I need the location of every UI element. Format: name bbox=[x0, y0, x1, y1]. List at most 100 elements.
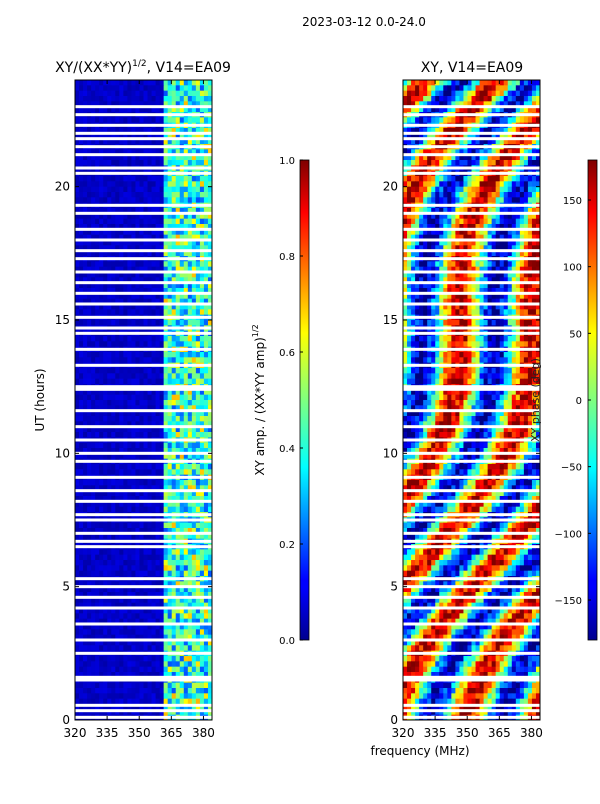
amplitude-heatmap-cell bbox=[156, 160, 161, 166]
amplitude-heatmap-cell bbox=[184, 416, 189, 422]
amplitude-heatmap-cell bbox=[95, 629, 100, 635]
amplitude-heatmap-cell bbox=[79, 309, 84, 315]
amplitude-heatmap-cell bbox=[83, 688, 88, 694]
phase-heatmap-cell bbox=[427, 160, 432, 166]
amplitude-heatmap-cell bbox=[99, 357, 104, 363]
phase-heatmap-cell bbox=[451, 96, 456, 102]
amplitude-heatmap-cell bbox=[139, 571, 144, 577]
amplitude-heatmap-cell bbox=[87, 91, 92, 97]
amplitude-heatmap-cell bbox=[188, 219, 193, 225]
amplitude-heatmap-cell bbox=[180, 416, 185, 422]
phase-heatmap-cell bbox=[447, 80, 452, 86]
amplitude-heatmap-cell bbox=[176, 160, 181, 166]
amplitude-heatmap-cell bbox=[123, 80, 128, 86]
amplitude-heatmap-cell bbox=[196, 571, 201, 577]
amplitude-heatmap-cell bbox=[75, 560, 80, 566]
phase-heatmap-cell bbox=[411, 197, 416, 203]
amplitude-heatmap-cell bbox=[176, 379, 181, 385]
amplitude-heatmap-cell bbox=[180, 645, 185, 651]
amplitude-heatmap-cell bbox=[156, 352, 161, 358]
phase-heatmap-cell bbox=[524, 197, 529, 203]
amplitude-heatmap-cell bbox=[115, 357, 120, 363]
amplitude-heatmap-cell bbox=[204, 645, 209, 651]
amplitude-heatmap-cell bbox=[156, 560, 161, 566]
amplitude-heatmap-cell bbox=[156, 341, 161, 347]
phase-heatmap-cell bbox=[528, 85, 533, 91]
phase-heatmap-cell bbox=[512, 117, 517, 123]
amplitude-heatmap-cell bbox=[123, 341, 128, 347]
amplitude-heatmap-cell bbox=[196, 432, 201, 438]
amplitude-heatmap-cell bbox=[131, 85, 136, 91]
amplitude-heatmap-cell bbox=[152, 336, 157, 342]
amplitude-heatmap-cell bbox=[99, 96, 104, 102]
amplitude-heatmap-cell bbox=[99, 613, 104, 619]
amplitude-heatmap-cell bbox=[103, 219, 108, 225]
amplitude-heatmap-cell bbox=[103, 85, 108, 91]
amplitude-heatmap-cell bbox=[168, 565, 173, 571]
amplitude-flagged-row bbox=[75, 303, 212, 306]
amplitude-heatmap-cell bbox=[168, 336, 173, 342]
amplitude-heatmap-cell bbox=[75, 192, 80, 198]
amplitude-heatmap-cell bbox=[160, 181, 165, 187]
amplitude-heatmap-cell bbox=[119, 160, 124, 166]
amplitude-heatmap-cell bbox=[107, 219, 112, 225]
amplitude-heatmap-cell bbox=[87, 341, 92, 347]
amplitude-heatmap-cell bbox=[148, 91, 153, 97]
amplitude-heatmap-cell bbox=[139, 416, 144, 422]
amplitude-heatmap-cell bbox=[79, 469, 84, 475]
phase-heatmap-cell bbox=[488, 85, 493, 91]
amplitude-heatmap-cell bbox=[115, 480, 120, 486]
phase-heatmap-cell bbox=[504, 96, 509, 102]
amplitude-heatmap-cell bbox=[188, 176, 193, 182]
amplitude-heatmap-cell bbox=[144, 341, 149, 347]
amplitude-heatmap-cell bbox=[103, 480, 108, 486]
amplitude-heatmap-cell bbox=[156, 91, 161, 97]
amplitude-heatmap-cell bbox=[103, 699, 108, 705]
phase-heatmap-cell bbox=[504, 80, 509, 86]
amplitude-heatmap-cell bbox=[75, 443, 80, 449]
amplitude-heatmap-cell bbox=[144, 443, 149, 449]
amplitude-heatmap-cell bbox=[192, 379, 197, 385]
amplitude-heatmap-cell bbox=[127, 395, 132, 401]
amplitude-heatmap-cell bbox=[168, 320, 173, 326]
amplitude-heatmap-cell bbox=[176, 320, 181, 326]
amplitude-heatmap-cell bbox=[115, 352, 120, 358]
amplitude-heatmap-cell bbox=[180, 443, 185, 449]
amplitude-heatmap-cell bbox=[200, 181, 205, 187]
amplitude-heatmap-cell bbox=[168, 395, 173, 401]
amplitude-heatmap-cell bbox=[107, 443, 112, 449]
amplitude-heatmap-cell bbox=[87, 395, 92, 401]
amplitude-heatmap-cell bbox=[107, 357, 112, 363]
amplitude-heatmap-cell bbox=[188, 656, 193, 662]
amplitude-heatmap-cell bbox=[196, 357, 201, 363]
phase-heatmap-cell bbox=[443, 85, 448, 91]
phase-heatmap-cell bbox=[443, 197, 448, 203]
amplitude-heatmap-cell bbox=[79, 368, 84, 374]
amplitude-heatmap-cell bbox=[200, 507, 205, 513]
amplitude-heatmap-cell bbox=[152, 480, 157, 486]
amplitude-heatmap-cell bbox=[75, 373, 80, 379]
amplitude-heatmap-cell bbox=[87, 181, 92, 187]
amplitude-heatmap-cell bbox=[160, 560, 165, 566]
phase-heatmap-cell bbox=[500, 96, 505, 102]
amplitude-heatmap-cell bbox=[172, 661, 177, 667]
amplitude-y-tick-label: 20 bbox=[55, 180, 70, 194]
phase-heatmap-cell bbox=[496, 85, 501, 91]
amplitude-heatmap-cell bbox=[139, 656, 144, 662]
amplitude-heatmap-cell bbox=[75, 555, 80, 561]
amplitude-heatmap-cell bbox=[91, 368, 96, 374]
phase-heatmap-cell bbox=[435, 80, 440, 86]
amplitude-heatmap-cell bbox=[83, 341, 88, 347]
amplitude-heatmap-cell bbox=[91, 160, 96, 166]
amplitude-heatmap-cell bbox=[176, 565, 181, 571]
amplitude-heatmap-cell bbox=[123, 443, 128, 449]
amplitude-heatmap-cell bbox=[99, 656, 104, 662]
amplitude-heatmap-cell bbox=[204, 507, 209, 513]
amplitude-heatmap-cell bbox=[107, 91, 112, 97]
amplitude-heatmap-cell bbox=[184, 464, 189, 470]
phase-heatmap-cell bbox=[415, 192, 420, 198]
amplitude-heatmap-cell bbox=[164, 96, 169, 102]
amplitude-heatmap-cell bbox=[168, 656, 173, 662]
amplitude-flagged-row bbox=[75, 249, 212, 252]
amplitude-heatmap-cell bbox=[95, 341, 100, 347]
